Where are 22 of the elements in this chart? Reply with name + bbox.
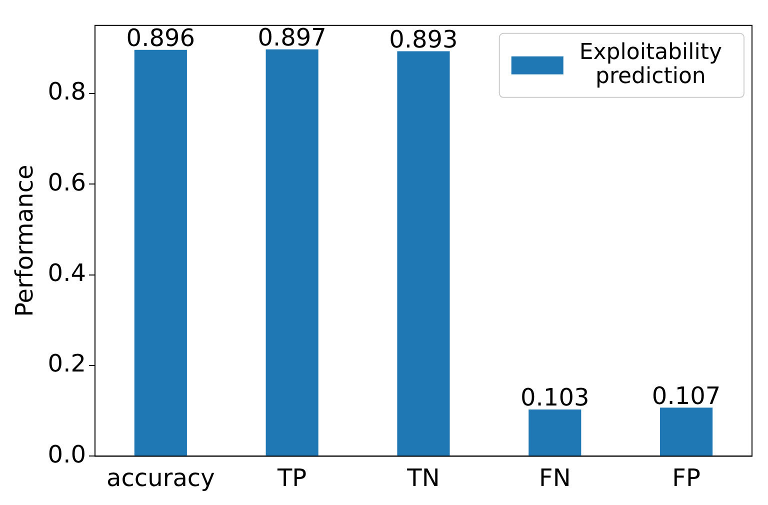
y-axis-title: Performance (10, 164, 39, 317)
data-label: 0.103 (520, 384, 590, 412)
y-tick-label: 0.0 (48, 440, 86, 468)
data-label: 0.896 (126, 24, 196, 52)
bar (266, 49, 318, 456)
x-tick-label: FN (539, 464, 571, 492)
y-tick-label: 0.2 (48, 350, 86, 378)
data-label: 0.897 (258, 24, 326, 52)
y-tick-label: 0.8 (48, 78, 86, 106)
data-label: 0.107 (652, 382, 721, 410)
x-tick-label: TP (276, 464, 307, 492)
x-tick-label: FP (672, 464, 700, 492)
bar (134, 50, 187, 456)
bar (660, 408, 713, 456)
y-tick-label: 0.4 (48, 259, 86, 288)
x-tick-label: accuracy (106, 464, 215, 492)
bar (397, 51, 450, 456)
y-tick-label: 0.6 (48, 168, 86, 196)
bar (528, 409, 582, 456)
x-tick-label: TN (406, 464, 440, 492)
legend-label: Exploitability prediction (579, 40, 722, 90)
data-label: 0.893 (389, 25, 458, 54)
